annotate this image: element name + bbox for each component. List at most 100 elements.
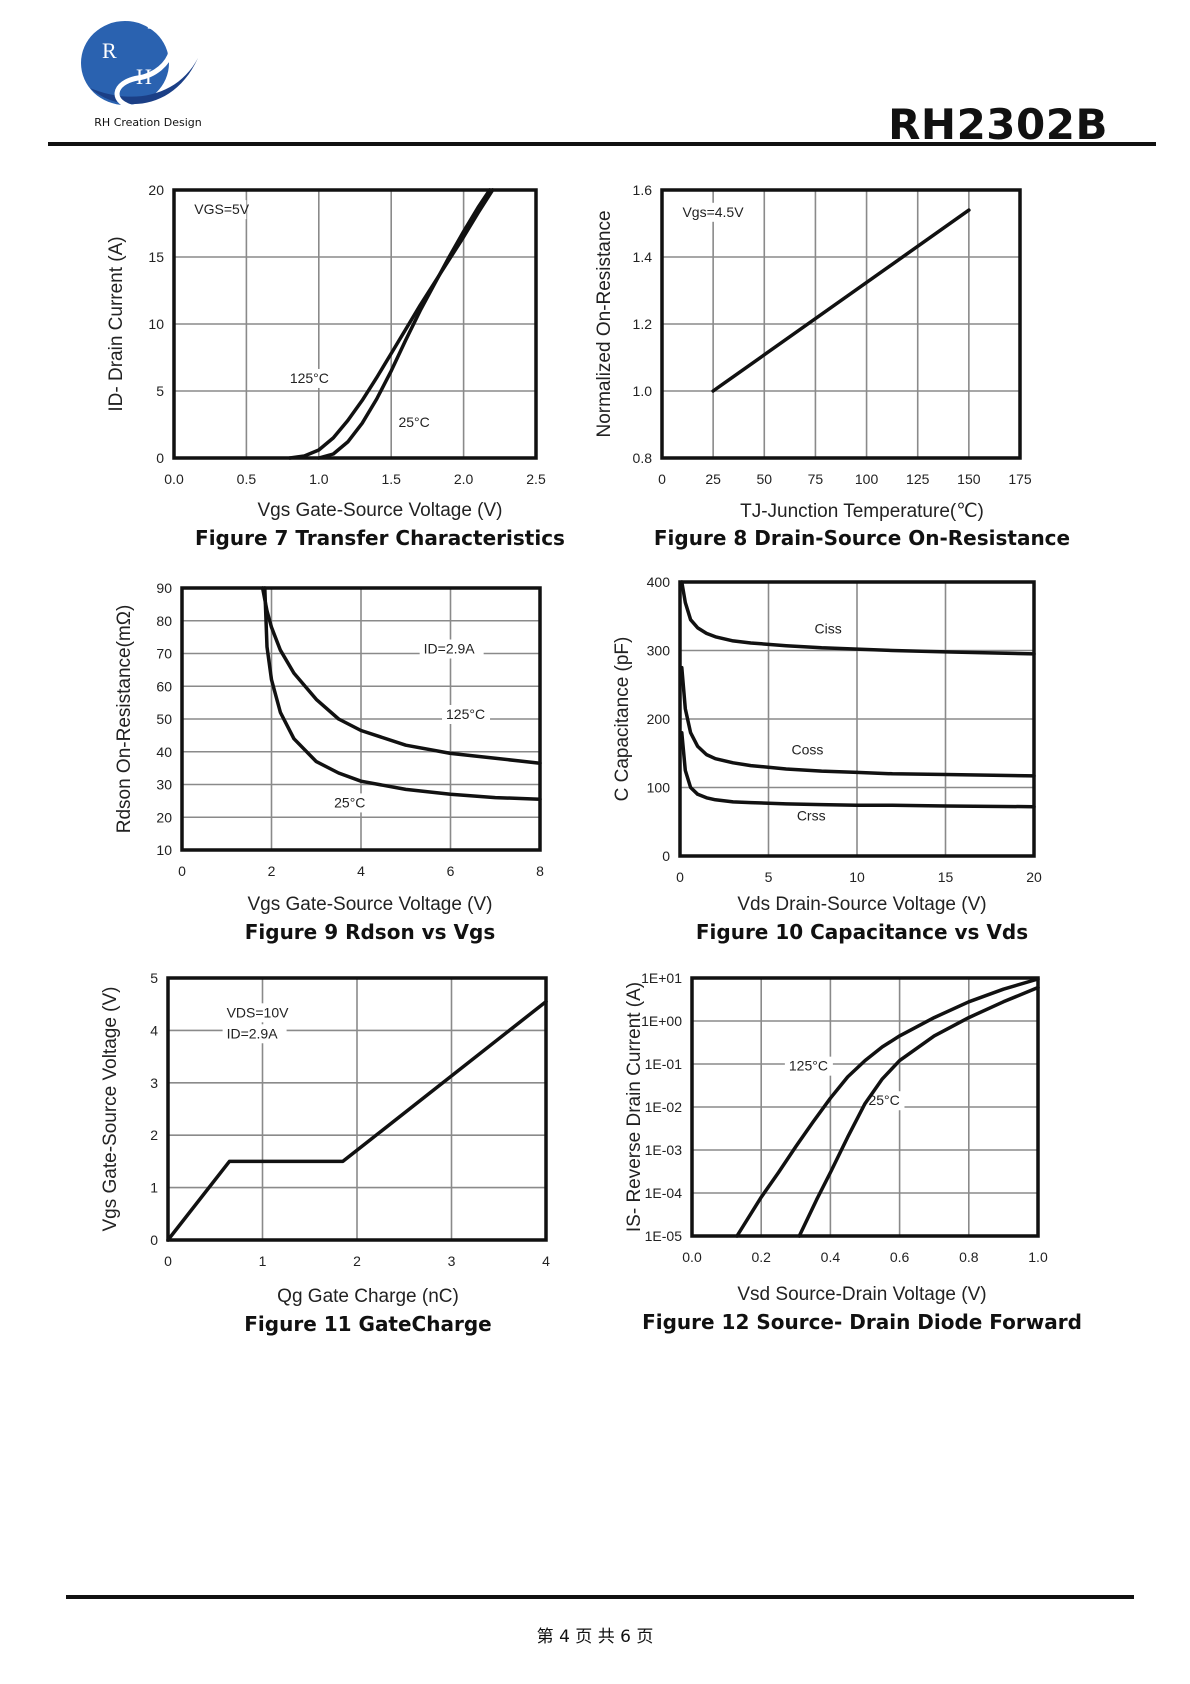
fig7-xtick-label: 1.0: [309, 471, 329, 487]
fig7-xtick-label: 2.5: [526, 471, 546, 487]
figure-7-xlabel: Vgs Gate-Source Voltage (V): [257, 500, 503, 521]
fig9-plot-frame: [180, 586, 542, 852]
fig10-annotation-bg: [787, 740, 828, 760]
fig9-xtick-label: 2: [268, 863, 276, 879]
fig7-annotation: VGS=5V: [194, 201, 250, 217]
fig12-ytick-label: 1E+00: [641, 1013, 682, 1029]
fig9-series-25-c: [263, 586, 542, 801]
fig11-xtick-label: 0: [164, 1253, 172, 1269]
fig9-xtick-label: 8: [536, 863, 544, 879]
fig7-annotation-bg: [394, 413, 435, 433]
fig7-xtick-label: 0.5: [237, 471, 257, 487]
figure-12-xlabel: Vsd Source-Drain Voltage (V): [737, 1284, 987, 1305]
fig12-xtick-label: 0.8: [959, 1249, 979, 1265]
fig10-plot-frame: [678, 580, 1036, 858]
fig10-annotation: Ciss: [815, 620, 842, 636]
figure-12-panel: 0.0 0.2 0.4 0.6 0.8 1.0 1E-05 1E-04 1E-03 1E-02 1E…: [582, 962, 1142, 1367]
fig10-xtick-label: 10: [849, 869, 865, 885]
fig9-series-125-c: [260, 586, 542, 765]
fig7-ylabel: ID- Drain Current (A): [106, 236, 127, 411]
fig11-series-1: [166, 999, 548, 1242]
fig10-xtick-label: 5: [765, 869, 773, 885]
header-divider: [48, 142, 1156, 146]
fig9-xtick-label: 4: [357, 863, 365, 879]
figure-11-chart: 0 1 2 3 4 0 1 2 3 4 5 Vgs Gate-Source Voltage (V) VD…: [100, 970, 550, 1269]
fig12-annotation-bg: [864, 1091, 905, 1111]
fig9-annotation: 125°C: [446, 706, 485, 722]
fig7-series-25-c: [317, 188, 492, 460]
figure-9-caption: Figure 9 Rdson vs Vgs: [244, 920, 496, 944]
fig10-xtick-label: 20: [1026, 869, 1042, 885]
fig8-ytick-label: 1.6: [633, 182, 653, 198]
fig10-xtick-label: 0: [676, 869, 684, 885]
fig12-ytick-label: 1E-04: [645, 1185, 683, 1201]
fig8-xtick-label: 50: [756, 471, 772, 487]
fig9-annotation: 25°C: [334, 794, 365, 810]
fig9-ytick-label: 20: [156, 809, 172, 825]
figure-10-xlabel: Vds Drain-Source Voltage (V): [737, 894, 987, 915]
fig12-xtick-label: 0.2: [751, 1249, 771, 1265]
fig10-ytick-label: 200: [647, 711, 671, 727]
fig11-plot-frame: [166, 976, 548, 1242]
fig9-ylabel: Rdson On-Resistance(mΩ): [114, 605, 135, 834]
fig11-xtick-label: 4: [542, 1253, 550, 1269]
figure-11-caption: Figure 11 GateCharge: [244, 1312, 492, 1336]
fig7-ytick-label: 0: [156, 450, 164, 466]
fig8-xtick-label: 175: [1008, 471, 1032, 487]
fig9-ytick-label: 90: [156, 580, 172, 596]
fig9-ytick-label: 70: [156, 646, 172, 662]
fig7-xtick-label: 0.0: [164, 471, 184, 487]
logo-letter-r: R: [102, 38, 117, 63]
figure-9-panel: 0 2 4 6 8 10 20 30 40 50 60 70 80 90 Rdson On-Resistan…: [90, 566, 650, 971]
part-number: RH2302B: [888, 100, 1108, 149]
fig10-ytick-label: 100: [647, 780, 671, 796]
fig11-xtick-label: 2: [353, 1253, 361, 1269]
fig11-xtick-label: 3: [448, 1253, 456, 1269]
fig7-xtick-label: 1.5: [381, 471, 401, 487]
company-logo: R H: [78, 18, 218, 133]
figure-8-chart: 0 25 50 75 100 125 150 175 0.8 1.0 1.2 1.4 1.6 Normal…: [594, 182, 1032, 487]
fig11-xtick-label: 1: [259, 1253, 267, 1269]
fig7-annotation-bg: [190, 200, 247, 220]
fig7-annotation: 25°C: [398, 414, 429, 430]
fig10-series-coss: [680, 665, 1036, 778]
logo-caption: RH Creation Design: [94, 116, 202, 129]
fig7-xtick-label: 2.0: [454, 471, 474, 487]
fig9-ytick-label: 40: [156, 744, 172, 760]
fig8-xtick-label: 150: [957, 471, 981, 487]
fig12-xtick-label: 0.0: [682, 1249, 702, 1265]
fig8-xtick-label: 125: [906, 471, 930, 487]
fig11-ytick-label: 3: [150, 1075, 158, 1091]
fig8-xtick-label: 75: [808, 471, 824, 487]
fig10-annotation-bg: [792, 806, 833, 826]
fig8-ytick-label: 1.0: [633, 383, 653, 399]
fig10-annotation: Coss: [792, 742, 824, 758]
fig11-ytick-label: 5: [150, 970, 158, 986]
fig12-ytick-label: 1E-02: [645, 1099, 683, 1115]
fig10-series-ciss: [680, 580, 1036, 656]
fig9-annotation-bg: [419, 639, 484, 659]
fig9-xtick-label: 6: [447, 863, 455, 879]
page-number: 第 4 页 共 6 页: [536, 1627, 654, 1647]
fig8-series-1: [711, 208, 971, 393]
fig8-plot-frame: [660, 188, 1022, 460]
fig7-plot-frame: [172, 188, 538, 460]
figure-11-panel: 0 1 2 3 4 0 1 2 3 4 5 Vgs Gate-Source Voltage (V) VD…: [88, 962, 648, 1367]
fig9-ytick-label: 80: [156, 613, 172, 629]
fig8-ytick-label: 1.2: [633, 316, 653, 332]
figure-8-caption: Figure 8 Drain-Source On-Resistance: [653, 526, 1071, 550]
fig12-xtick-label: 0.4: [821, 1249, 841, 1265]
fig8-annotation: Vgs=4.5V: [682, 204, 744, 220]
fig12-ytick-label: 1E-01: [645, 1056, 683, 1072]
fig8-xtick-label: 100: [855, 471, 879, 487]
fig10-ylabel: C Capacitance (pF): [612, 637, 633, 802]
fig12-xtick-label: 0.6: [890, 1249, 910, 1265]
fig7-annotation: 125°C: [290, 370, 329, 386]
figure-10-caption: Figure 10 Capacitance vs Vds: [695, 920, 1029, 944]
figure-11-xlabel: Qg Gate Charge (nC): [277, 1286, 459, 1307]
fig12-ytick-label: 1E+01: [641, 970, 682, 986]
fig9-ytick-label: 10: [156, 842, 172, 858]
fig11-ytick-label: 0: [150, 1232, 158, 1248]
fig11-ytick-label: 4: [150, 1022, 158, 1038]
